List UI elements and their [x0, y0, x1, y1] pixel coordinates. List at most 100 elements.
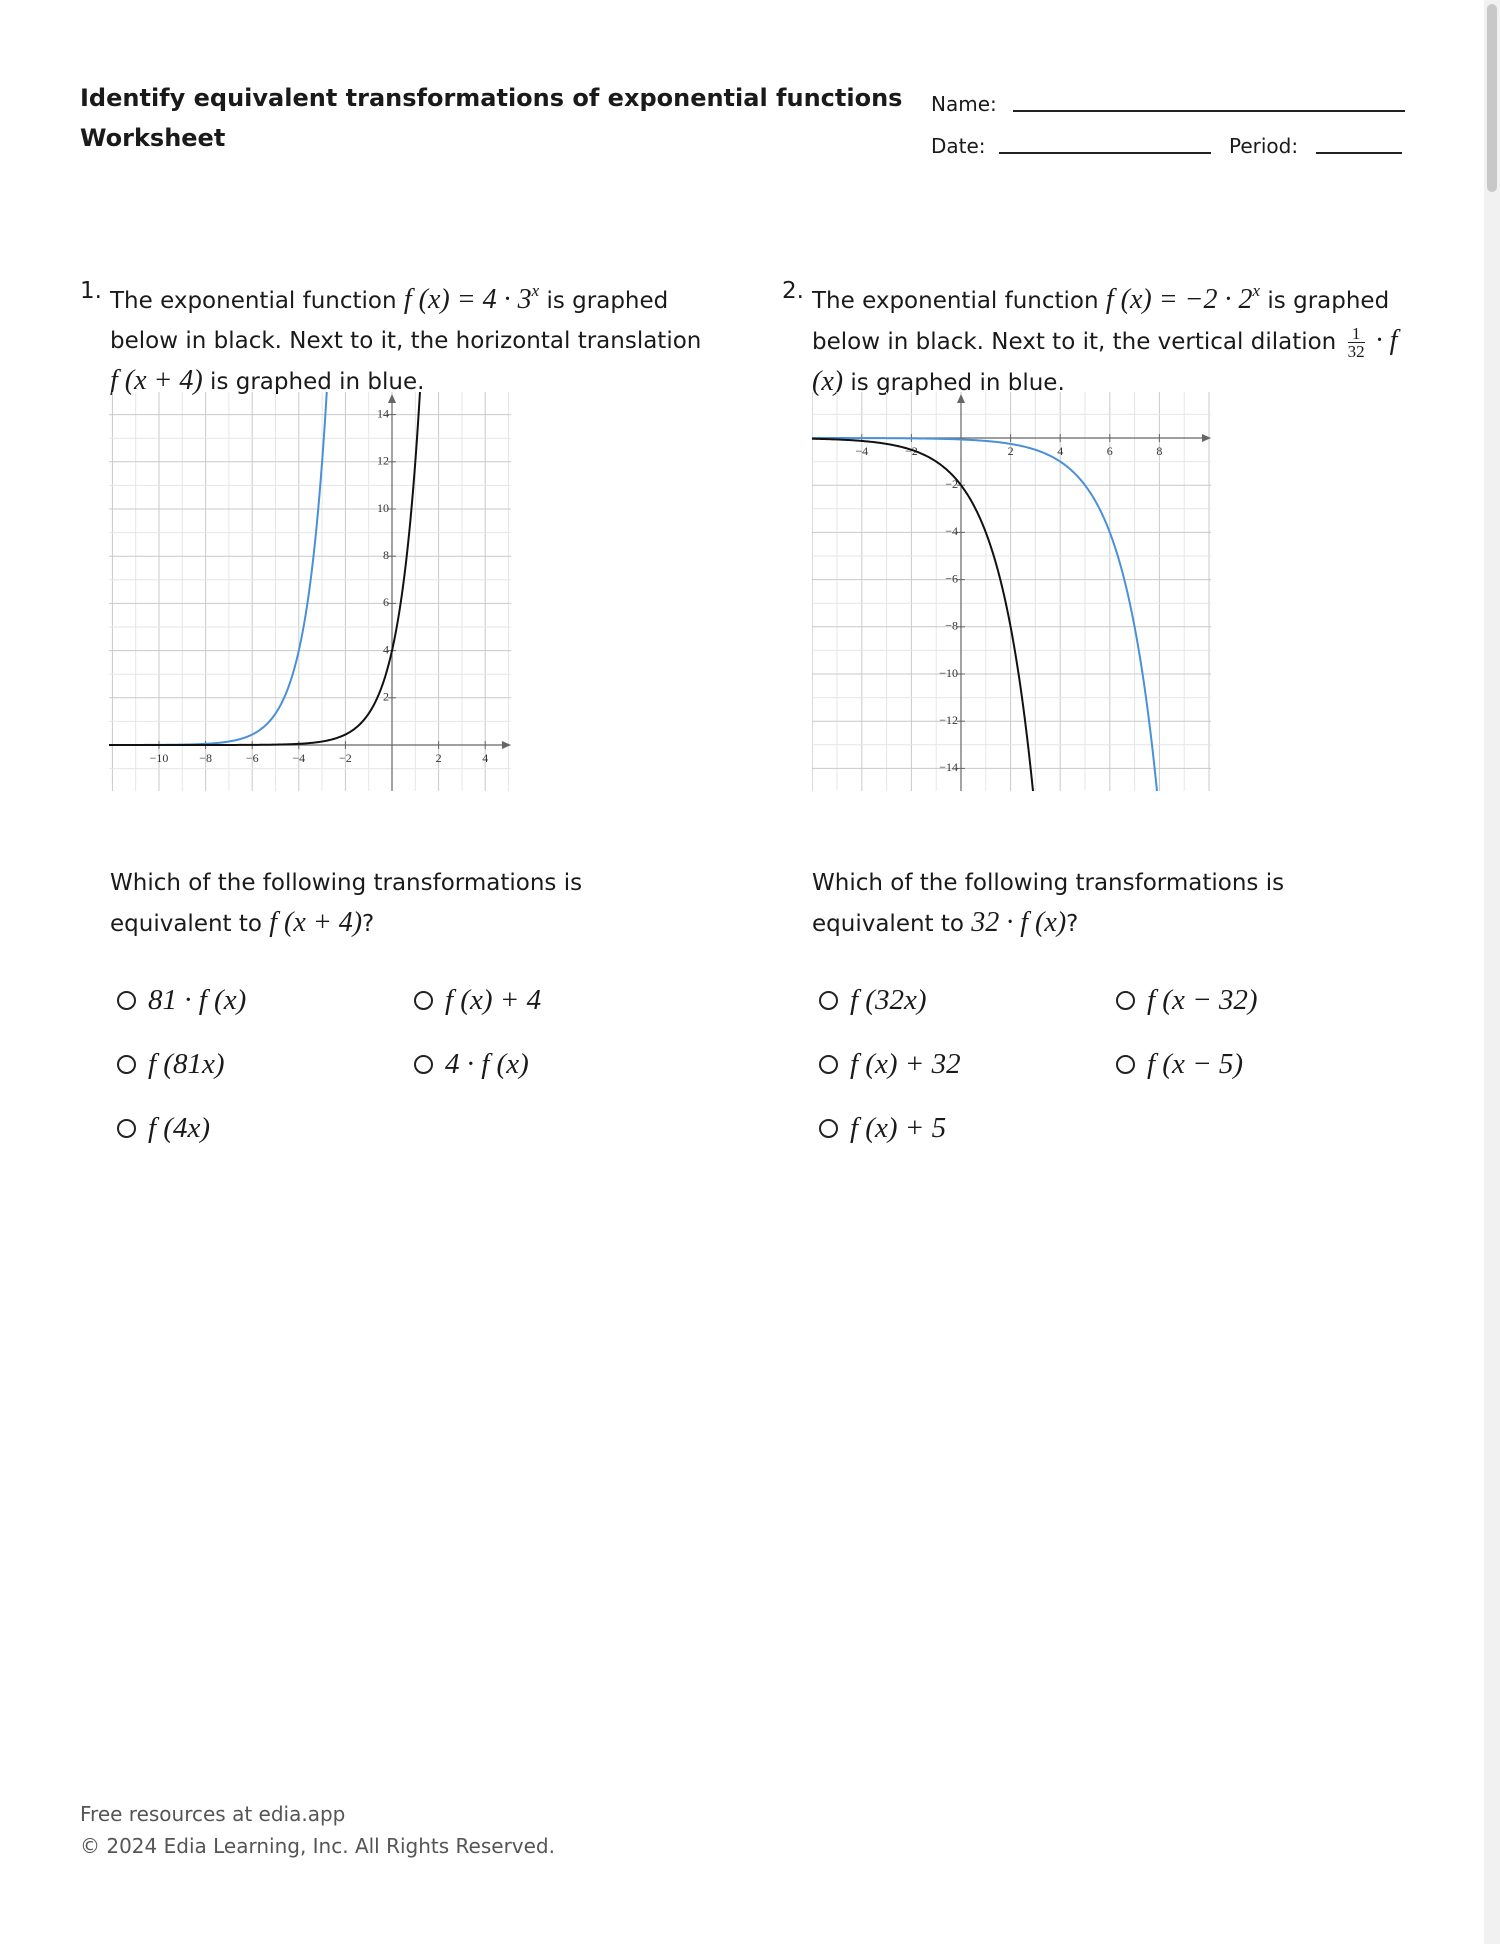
x-tick-label: 2 — [1008, 444, 1014, 458]
math: f (x) = 4 · 3 — [403, 284, 532, 315]
scrollbar-thumb[interactable] — [1487, 4, 1497, 192]
radio[interactable] — [414, 1055, 433, 1074]
name-line — [1013, 110, 1405, 112]
option[interactable]: 81 · f (x) — [117, 984, 246, 1017]
date-line — [999, 152, 1211, 154]
y-tick-label: −2 — [945, 477, 958, 491]
math: · f (x) — [812, 325, 1398, 397]
radio[interactable] — [819, 1055, 838, 1074]
x-tick-label: 4 — [1057, 444, 1063, 458]
radio[interactable] — [819, 1119, 838, 1138]
title: Identify equivalent transformations of e… — [80, 84, 903, 112]
y-arrow — [957, 394, 965, 403]
y-tick-label: 12 — [377, 454, 389, 468]
option-text: f (81x) — [148, 1048, 225, 1080]
x-tick-label: −4 — [855, 444, 868, 458]
period-line — [1316, 152, 1402, 154]
option[interactable]: f (x − 32) — [1116, 984, 1258, 1017]
text: ? — [362, 911, 375, 937]
radio[interactable] — [1116, 1055, 1135, 1074]
text: Which of the following transformations i… — [110, 870, 583, 937]
option[interactable]: f (x) + 4 — [414, 984, 541, 1017]
footer-link: Free resources at edia.app — [80, 1802, 346, 1826]
scrollbar-track — [1484, 0, 1500, 1944]
option-text: f (32x) — [850, 984, 927, 1016]
radio[interactable] — [1116, 991, 1135, 1010]
option[interactable]: f (32x) — [819, 984, 927, 1017]
math-sup: x — [531, 281, 540, 300]
option-text: f (4x) — [148, 1112, 210, 1144]
y-tick-label: 8 — [383, 548, 389, 562]
x-tick-label: −4 — [292, 751, 305, 765]
x-arrow — [1202, 434, 1211, 442]
x-tick-label: −8 — [199, 751, 212, 765]
x-arrow — [502, 741, 511, 749]
curve — [812, 437, 1034, 791]
math: 32 · f (x) — [971, 907, 1067, 938]
x-tick-label: 6 — [1107, 444, 1113, 458]
math: f (x + 4) — [110, 365, 203, 396]
y-tick-label: −12 — [939, 713, 958, 727]
subtitle: Worksheet — [80, 124, 226, 152]
prompt: The exponential function f (x) = 4 · 3x … — [110, 271, 710, 402]
period-label: Period: — [1229, 134, 1299, 158]
radio[interactable] — [117, 991, 136, 1010]
y-tick-label: 4 — [383, 642, 389, 656]
radio[interactable] — [414, 991, 433, 1010]
graph: −4 −2 2 4 6 8−2−4−6−8−10−12−14 — [812, 392, 1211, 791]
curve — [109, 392, 328, 746]
curve — [812, 437, 1158, 791]
option[interactable]: 4 · f (x) — [414, 1048, 529, 1081]
numerator: 1 — [1347, 325, 1365, 343]
x-tick-label: 2 — [436, 751, 442, 765]
text: Which of the following transformations i… — [812, 870, 1285, 937]
date-label: Date: — [931, 134, 986, 158]
y-tick-label: −8 — [945, 619, 958, 633]
graph: −10 −8 −6 −4 −2 2 4 2 4 6 8 10 12 14 — [109, 392, 511, 791]
y-tick-label: 10 — [377, 501, 389, 515]
y-tick-label: 2 — [383, 690, 389, 704]
question: Which of the following transformations i… — [110, 863, 670, 944]
problem-number: 1. — [80, 278, 102, 304]
footer-copyright: © 2024 Edia Learning, Inc. All Rights Re… — [80, 1834, 555, 1858]
option[interactable]: f (x) + 32 — [819, 1048, 961, 1081]
option-text: 4 · f (x) — [445, 1048, 529, 1080]
radio[interactable] — [117, 1055, 136, 1074]
text: is graphed below in black. Next to it, t… — [812, 288, 1390, 355]
text: is graphed below in black. Next to it, t… — [110, 288, 702, 354]
x-tick-label: −2 — [339, 751, 352, 765]
x-tick-label: −10 — [150, 751, 169, 765]
option-text: f (x) + 32 — [850, 1048, 961, 1080]
x-tick-label: −6 — [246, 751, 259, 765]
text: The exponential function — [812, 288, 1106, 314]
text: ? — [1066, 911, 1079, 937]
curve — [109, 392, 421, 746]
option-text: f (x) + 5 — [850, 1112, 947, 1144]
y-arrow — [388, 394, 396, 403]
y-tick-label: −10 — [939, 666, 958, 680]
denominator: 32 — [1347, 342, 1365, 361]
radio[interactable] — [819, 991, 838, 1010]
y-tick-label: 14 — [377, 406, 389, 420]
problem-number: 2. — [782, 278, 804, 304]
y-tick-label: −14 — [939, 760, 958, 774]
x-tick-label: 4 — [482, 751, 488, 765]
y-tick-label: 6 — [383, 595, 389, 609]
option[interactable]: f (x − 5) — [1116, 1048, 1243, 1081]
fraction: 1 32 — [1347, 325, 1365, 361]
name-label: Name: — [931, 92, 997, 116]
option[interactable]: f (4x) — [117, 1112, 210, 1145]
math: f (x + 4) — [269, 907, 363, 938]
option-text: 81 · f (x) — [148, 984, 247, 1016]
y-tick-label: −6 — [945, 571, 958, 585]
math: f (x) = −2 · 2 — [1105, 284, 1253, 315]
prompt: The exponential function f (x) = −2 · 2x… — [812, 271, 1412, 403]
option[interactable]: f (x) + 5 — [819, 1112, 946, 1145]
text: is graphed in blue. — [202, 369, 425, 395]
option[interactable]: f (81x) — [117, 1048, 225, 1081]
option-text: f (x − 5) — [1147, 1048, 1244, 1080]
radio[interactable] — [117, 1119, 136, 1138]
option-text: f (x − 32) — [1147, 984, 1258, 1016]
x-tick-label: 8 — [1156, 444, 1162, 458]
